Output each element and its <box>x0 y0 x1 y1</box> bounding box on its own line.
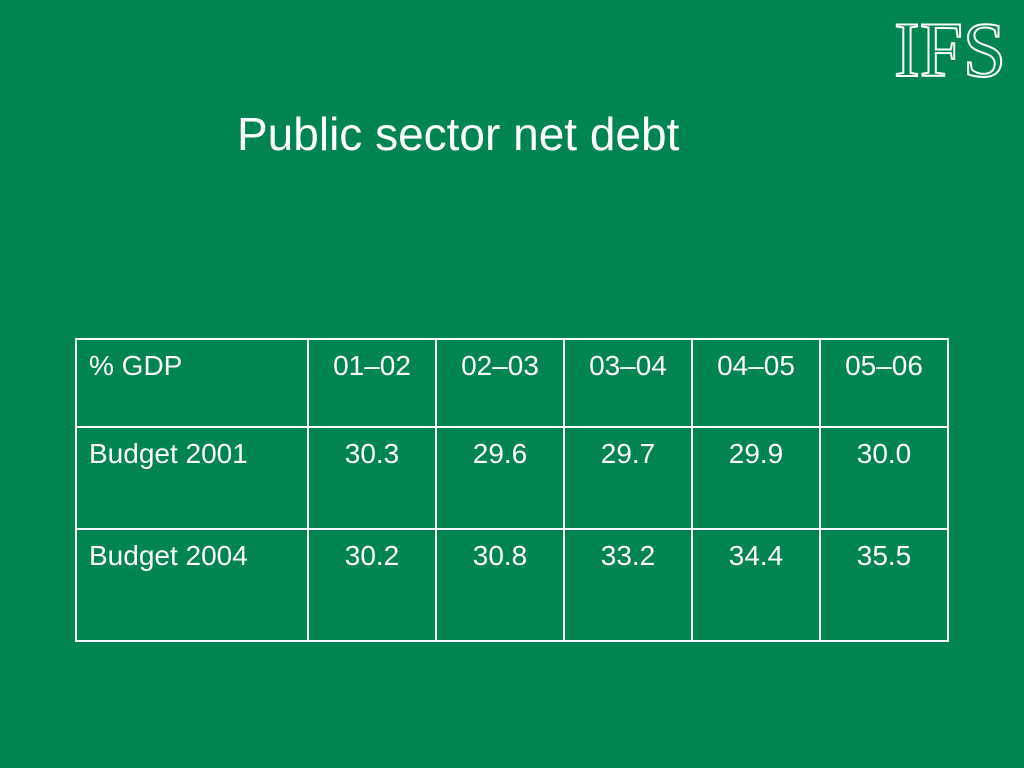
table-cell: 29.7 <box>563 426 693 530</box>
ifs-logo: IFS <box>890 8 1010 84</box>
table-header-row: % GDP 01–02 02–03 03–04 04–05 05–06 <box>75 338 949 428</box>
ifs-logo-graphic: IFS <box>893 8 1007 84</box>
slide-title: Public sector net debt <box>237 108 680 160</box>
row-label: Budget 2001 <box>75 426 309 530</box>
ifs-logo-text: IFS <box>894 8 1006 84</box>
table-cell: 30.0 <box>819 426 949 530</box>
table-cell: 29.9 <box>691 426 821 530</box>
table-cell: 30.8 <box>435 528 565 642</box>
table-cell: 30.2 <box>307 528 437 642</box>
table-header-cell: 03–04 <box>563 338 693 428</box>
table-header-cell: 01–02 <box>307 338 437 428</box>
table-cell: 30.3 <box>307 426 437 530</box>
table-cell: 34.4 <box>691 528 821 642</box>
table-row: Budget 2001 30.3 29.6 29.7 29.9 30.0 <box>75 426 949 530</box>
table-header-cell: 04–05 <box>691 338 821 428</box>
table-row: Budget 2004 30.2 30.8 33.2 34.4 35.5 <box>75 528 949 642</box>
table-cell: 29.6 <box>435 426 565 530</box>
table-header-cell: 05–06 <box>819 338 949 428</box>
table-header-cell: % GDP <box>75 338 309 428</box>
table-cell: 33.2 <box>563 528 693 642</box>
row-label: Budget 2004 <box>75 528 309 642</box>
debt-table: % GDP 01–02 02–03 03–04 04–05 05–06 Budg… <box>75 338 949 642</box>
table-header-cell: 02–03 <box>435 338 565 428</box>
table-cell: 35.5 <box>819 528 949 642</box>
